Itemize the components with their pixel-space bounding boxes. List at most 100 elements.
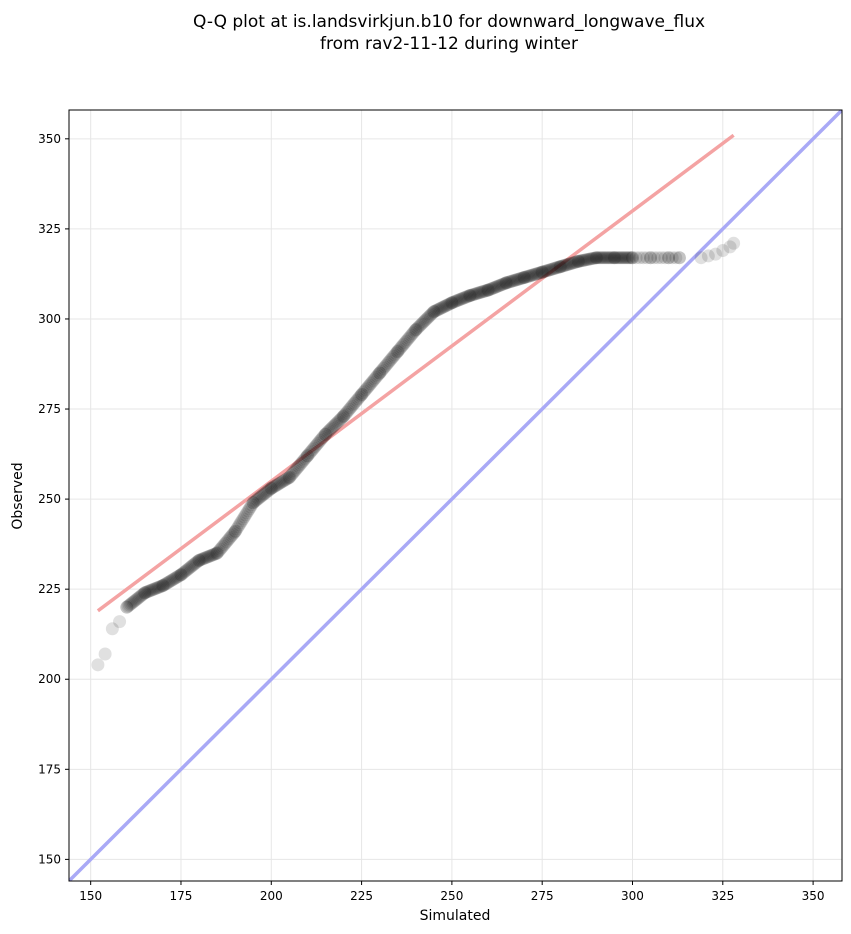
qq-point [441,298,455,312]
qq-point [455,292,469,306]
qq-point [245,498,259,512]
qq-point [426,306,440,320]
qq-point [220,535,234,549]
qq-point [465,288,479,302]
qq-point [512,272,526,286]
qq-point [514,271,528,285]
qq-point [370,369,384,383]
qq-point [337,408,351,422]
qq-point [617,251,631,265]
qq-point [174,568,188,582]
qq-point [231,520,245,534]
qq-point [500,276,514,290]
qq-point [571,254,585,268]
gridlines [69,110,842,881]
qq-point [211,545,225,559]
qq-point [275,475,289,489]
qq-point [422,310,436,324]
qq-point [438,299,452,313]
qq-point [250,493,264,507]
qq-point [593,251,607,265]
qq-point [427,305,441,319]
qq-point [167,572,181,586]
qq-point [294,456,308,470]
qq-point [234,516,248,530]
qq-point [517,271,531,285]
qq-point [141,584,155,598]
qq-point [363,378,377,392]
qq-point [519,270,533,284]
quantile-points [91,236,741,672]
qq-point [608,251,622,265]
qq-point [371,368,385,382]
qq-point [175,567,189,581]
qq-point [545,262,559,276]
qq-point [199,550,213,564]
qq-point [213,542,227,556]
qq-point [113,615,127,629]
qq-point [550,261,564,275]
qq-point [156,578,170,592]
qq-point [428,304,442,318]
qq-point [541,263,555,277]
qq-point [566,256,580,270]
qq-point [524,268,538,282]
qq-point [381,355,395,369]
qq-point [406,327,420,341]
qq-point [625,251,639,265]
y-tick-label: 150 [38,852,61,866]
qq-point [340,405,354,419]
qq-point [672,251,686,265]
qq-point [447,295,461,309]
qq-point [435,301,449,315]
qq-point [495,277,509,291]
qq-point [470,286,484,300]
qq-point [665,251,679,265]
qq-point [452,293,466,307]
qq-point [316,430,330,444]
qq-point [253,491,267,505]
qq-point [576,253,590,267]
qq-point [120,600,134,614]
qq-point [411,321,425,335]
x-tick-label: 225 [350,889,373,903]
qq-point [337,409,351,423]
qq-point [599,251,613,265]
qq-point [134,589,148,603]
plot-frame [68,109,843,882]
qq-point [727,236,741,250]
qq-point [306,443,320,457]
qq-point [409,322,423,336]
qq-point [431,303,445,317]
qq-point [380,357,394,371]
qq-point [187,558,201,572]
qq-point [488,280,502,294]
qq-point [216,539,230,553]
qq-point [179,564,193,578]
qq-point [280,472,294,486]
qq-point [196,552,210,566]
x-axis-ticks: 150 175 200 225 250 275 300 325 350 [79,881,825,903]
qq-point [467,287,481,301]
qq-point [139,585,153,599]
qq-point [564,257,578,271]
qq-point [180,563,194,577]
qq-point [282,471,296,485]
qq-point [529,267,543,281]
qq-point [647,251,661,265]
qq-point [543,263,557,277]
qq-point [407,325,421,339]
qq-point [521,270,535,284]
qq-point [292,459,306,473]
qq-point [356,386,370,400]
qq-point [165,573,179,587]
qq-point [502,275,516,289]
qq-point [590,251,604,265]
qq-point [91,658,105,672]
qq-point [313,434,327,448]
qq-point [360,381,374,395]
qq-point [289,462,303,476]
qq-point [284,468,298,482]
qq-point [369,371,383,385]
